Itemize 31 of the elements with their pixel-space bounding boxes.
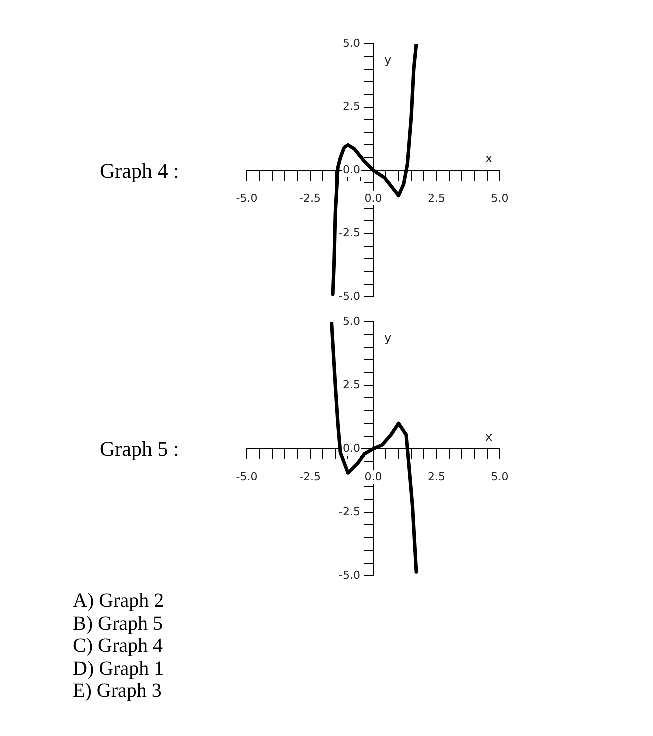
text: Graph 5 : xyxy=(100,437,180,461)
y-axis-title: y xyxy=(384,53,392,68)
text: E) Graph 3 xyxy=(73,680,163,702)
text: A) Graph 2 xyxy=(73,590,164,612)
x-tick-label: 0.0 xyxy=(364,470,382,484)
y-tick-label: 5.0 xyxy=(343,314,360,328)
text: C) Graph 4 xyxy=(73,635,164,658)
y-tick-label: 2.5 xyxy=(343,378,360,392)
y-tick-label: -2.5 xyxy=(339,505,360,518)
x-tick-label: -5.0 xyxy=(236,192,258,205)
y-tick-label: 0.0 xyxy=(343,163,360,176)
x-tick-label: 2.5 xyxy=(428,470,446,484)
y-tick-label: 0.0 xyxy=(343,442,360,455)
y-tick-label: -5.0 xyxy=(339,290,360,303)
y-axis-title: y xyxy=(384,331,392,346)
x-tick-label: -5.0 xyxy=(236,470,258,484)
y-tick-label: -2.5 xyxy=(339,226,360,240)
y-tick-label: -5.0 xyxy=(339,568,360,582)
text: D) Graph 1 xyxy=(73,658,164,680)
x-axis-title: x xyxy=(485,430,493,444)
x-tick-label: -2.5 xyxy=(300,470,321,484)
x-tick-label: -2.5 xyxy=(300,192,321,205)
x-tick-label: 5.0 xyxy=(491,470,509,484)
x-tick-label: 0.0 xyxy=(364,192,382,205)
text: B) Graph 5 xyxy=(73,612,164,635)
y-tick-label: 5.0 xyxy=(343,36,360,50)
x-tick-label: 5.0 xyxy=(491,192,509,205)
x-tick-label: 2.5 xyxy=(428,192,446,205)
text: Graph 4 : xyxy=(100,158,180,182)
x-axis-title: x xyxy=(485,152,493,166)
y-tick-label: 2.5 xyxy=(343,100,360,114)
